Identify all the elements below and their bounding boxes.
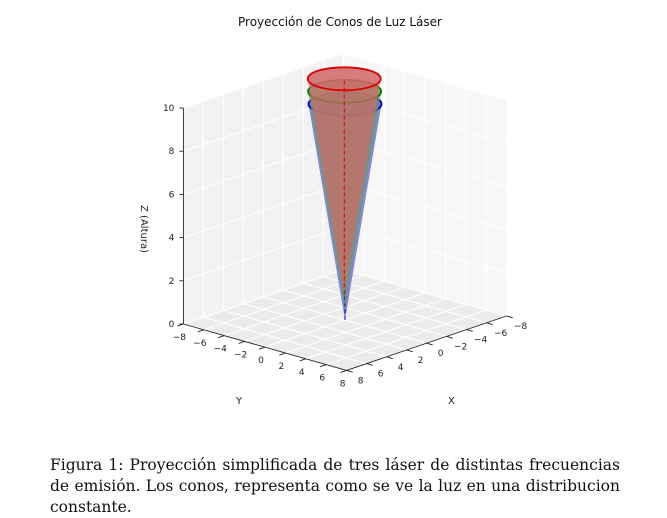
x-tick-label: 2 bbox=[279, 362, 285, 372]
x-tick-label: −8 bbox=[173, 333, 187, 343]
y-tick-label: −4 bbox=[474, 336, 488, 346]
y-tick-label: −6 bbox=[494, 329, 508, 339]
grid-line bbox=[223, 309, 387, 358]
x-tick-label: −6 bbox=[193, 339, 207, 349]
y-tick-mark bbox=[486, 322, 493, 325]
x-axis-label: X bbox=[448, 396, 455, 407]
x-tick-label: 4 bbox=[299, 368, 305, 378]
y-axis-label: Y bbox=[235, 396, 243, 407]
x-tick-mark bbox=[299, 358, 306, 362]
x-tick-mark bbox=[320, 364, 327, 368]
x-tick-mark bbox=[197, 329, 204, 333]
z-tick-label: 4 bbox=[169, 234, 175, 244]
chart-title: Proyección de Conos de Luz Láser bbox=[238, 15, 442, 29]
y-tick-mark bbox=[426, 342, 433, 346]
y-tick-label: −8 bbox=[514, 322, 528, 332]
cones bbox=[306, 66, 383, 320]
grid-line bbox=[303, 282, 467, 331]
y-tick-mark bbox=[446, 335, 453, 339]
cone-3 bbox=[306, 66, 382, 295]
figure-caption: Figura 1: Proyección simplificada de tre… bbox=[50, 456, 620, 516]
y-tick-mark bbox=[406, 349, 413, 353]
y-tick-mark bbox=[346, 369, 353, 373]
grid-line bbox=[343, 182, 507, 231]
y-tick-mark bbox=[506, 315, 513, 319]
grid-line bbox=[243, 303, 407, 351]
x-tick-label: 0 bbox=[258, 356, 264, 366]
x-tick-label: 8 bbox=[340, 379, 346, 389]
x-tick-label: −4 bbox=[214, 345, 228, 355]
y-tick-label: 8 bbox=[358, 376, 364, 386]
grid-line bbox=[343, 225, 507, 274]
z-tick-label: 8 bbox=[169, 147, 175, 157]
grid-line bbox=[343, 269, 507, 317]
x-tick-label: −2 bbox=[234, 350, 247, 360]
z-tick-label: 2 bbox=[169, 277, 175, 287]
z-tick-label: 6 bbox=[169, 190, 175, 200]
x-tick-mark bbox=[279, 352, 286, 356]
y-tick-label: 4 bbox=[398, 363, 404, 373]
chart-figure: Proyección de Conos de Luz Láser −8−6−4−… bbox=[138, 15, 528, 407]
x-tick-mark bbox=[258, 346, 266, 350]
grid-line bbox=[283, 289, 447, 337]
y-tick-label: 0 bbox=[438, 349, 444, 359]
y-tick-mark bbox=[386, 356, 393, 359]
tick-labels: −8 −6 −4 −2 0 2 4 6 8 −8 −6 −4 −2 0 2 4 6 8 0 2 4 6 8 10 bbox=[163, 104, 528, 389]
grid-line bbox=[183, 269, 344, 325]
grid-line bbox=[183, 182, 344, 239]
y-tick-mark bbox=[366, 363, 373, 366]
y-tick-mark bbox=[466, 329, 473, 332]
grid-line bbox=[183, 225, 344, 282]
x-tick-mark bbox=[218, 335, 225, 339]
grid-line bbox=[203, 316, 367, 365]
z-tick-label: 0 bbox=[169, 320, 175, 330]
axis-lines bbox=[177, 107, 513, 373]
y-tick-label: 2 bbox=[418, 356, 424, 366]
x-tick-mark bbox=[238, 340, 245, 344]
y-tick-label: 6 bbox=[378, 370, 384, 380]
z-tick-label: 10 bbox=[163, 104, 175, 114]
z-axis-label: Z (Altura) bbox=[138, 205, 149, 253]
x-tick-label: 6 bbox=[319, 374, 325, 384]
grid-line bbox=[183, 53, 344, 109]
grid-line bbox=[343, 53, 507, 101]
x-tick-mark bbox=[340, 369, 347, 373]
y-tick-label: −2 bbox=[454, 342, 467, 352]
